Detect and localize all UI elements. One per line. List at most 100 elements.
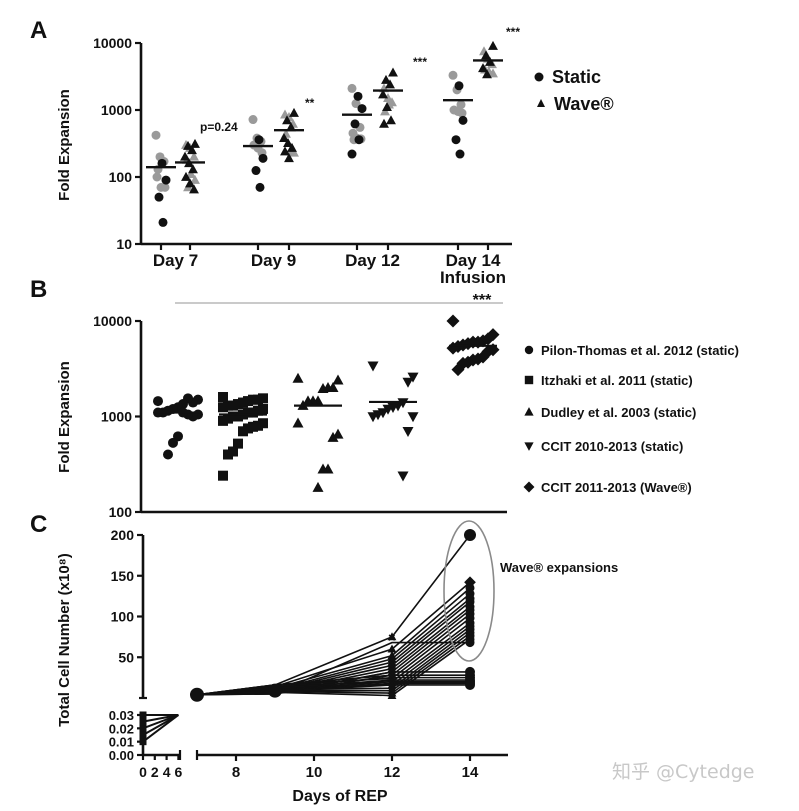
panel-b-point bbox=[168, 437, 178, 448]
wave-expansions-ellipse bbox=[443, 520, 495, 662]
panel-a-point-black bbox=[183, 140, 193, 150]
panel-b-point bbox=[312, 481, 324, 492]
panel-a: Fold Expansion 10 100 1000 10000 Day 7 Day 9… bbox=[56, 25, 614, 287]
panel-a-point-black bbox=[353, 91, 363, 101]
panel-a-point-gray bbox=[186, 169, 196, 179]
panel-a-point-black bbox=[482, 69, 492, 79]
panel-c-early-line bbox=[142, 714, 179, 730]
panel-b-point bbox=[317, 463, 329, 474]
panel-c-y-tick-label: 200 bbox=[111, 527, 135, 543]
panel-a-x-tick-label: Day 7 bbox=[153, 251, 198, 270]
panel-a-point-gray bbox=[456, 100, 466, 110]
panel-b-legend-label: Pilon-Thomas et al. 2012 (static) bbox=[541, 343, 739, 358]
annotation-b-sig: *** bbox=[473, 292, 492, 309]
panel-a-point-black bbox=[350, 119, 360, 129]
panel-c-lower-y-tick-label: 0.03 bbox=[109, 708, 134, 723]
panel-a-y-tick-label: 100 bbox=[109, 169, 133, 185]
panel-c-lower-y-tick-label: 0.00 bbox=[109, 748, 134, 763]
panel-a-y-tick-label: 1000 bbox=[101, 102, 132, 118]
panel-b-point bbox=[218, 392, 228, 403]
panel-a-point-gray bbox=[152, 172, 162, 182]
panel-a-point-black bbox=[289, 107, 299, 117]
panel-c-series-line bbox=[196, 534, 471, 696]
panel-b-point bbox=[367, 412, 379, 423]
panel-a-point-black bbox=[357, 104, 367, 114]
panel-a-point-black bbox=[379, 118, 389, 128]
panel-b-legend-marker bbox=[524, 375, 534, 385]
panel-c-point-day14-static bbox=[465, 679, 475, 690]
panel-b-point bbox=[238, 426, 248, 437]
panel-a-ylabel: Fold Expansion bbox=[56, 89, 73, 201]
panel-a-point-black bbox=[190, 138, 200, 148]
panel-c-point-day12 bbox=[387, 690, 397, 699]
panel-a-point-black bbox=[181, 171, 191, 181]
panel-a-point-gray bbox=[351, 99, 361, 109]
panel-a-point-gray bbox=[160, 182, 170, 192]
panel-c-lower-x-tick-label: 2 bbox=[151, 764, 159, 780]
panel-b-point bbox=[218, 415, 228, 426]
panel-c-y-tick-label: 100 bbox=[111, 609, 135, 625]
panel-c-x-marker: × bbox=[388, 630, 396, 645]
panel-c-early-line bbox=[142, 714, 179, 723]
panel-a-y-tick-label: 10 bbox=[116, 236, 132, 252]
panel-a-point-gray bbox=[189, 151, 199, 161]
panel-a-point-black bbox=[382, 102, 392, 112]
panel-a-point-gray bbox=[383, 93, 393, 103]
panel-c-x-tick-label: 8 bbox=[232, 764, 240, 781]
panel-c-x-tick-label: 14 bbox=[462, 764, 479, 781]
panel-b-ylabel: Fold Expansion bbox=[56, 361, 73, 473]
panel-c-lower-y-tick-label: 0.01 bbox=[109, 735, 134, 750]
panel-a-point-black bbox=[154, 192, 164, 202]
panel-c-series-line bbox=[196, 671, 470, 696]
panel-a-point-black bbox=[187, 145, 197, 155]
panel-a-y-tick-label: 10000 bbox=[93, 35, 132, 51]
panel-c-lower-x-tick-label: 0 bbox=[139, 764, 147, 780]
panel-a-point-gray bbox=[190, 174, 200, 184]
panel-c-early-point bbox=[139, 738, 147, 746]
panel-c-early-point bbox=[139, 718, 147, 726]
panel-b-point bbox=[317, 383, 329, 394]
panel-b-point bbox=[233, 438, 243, 449]
panel-a-point-black bbox=[188, 164, 198, 174]
panel-c-y-tick-label: 50 bbox=[118, 649, 134, 665]
panel-a-point-black bbox=[454, 81, 464, 91]
panel-a-point-gray bbox=[151, 130, 161, 140]
panel-b: *** Fold Expansion 100 1000 10000 Pilon-Th… bbox=[56, 292, 739, 520]
panel-b-point bbox=[446, 314, 460, 328]
panel-a-point-black bbox=[283, 137, 293, 147]
annotation-p-value: p=0.24 bbox=[200, 120, 238, 134]
panel-a-point-black bbox=[386, 115, 396, 125]
panel-c-series-line bbox=[196, 684, 470, 696]
panel-a-point-black bbox=[180, 151, 190, 161]
panel-b-point bbox=[397, 471, 409, 482]
panel-c-point-day12 bbox=[387, 632, 397, 641]
panel-label-a: A bbox=[30, 17, 47, 44]
panel-a-point-black bbox=[258, 153, 268, 163]
panel-a-point-black bbox=[488, 40, 498, 50]
panel-a-point-black bbox=[189, 184, 199, 194]
panel-a-point-black bbox=[347, 149, 357, 159]
panel-c-lower-y-tick-label: 0.02 bbox=[109, 721, 134, 736]
panel-b-point bbox=[397, 398, 409, 409]
panel-label-b: B bbox=[30, 276, 47, 303]
panel-a-point-black bbox=[478, 63, 488, 73]
panel-c-lower-x-tick-label: 6 bbox=[175, 764, 183, 780]
panel-c-x-tick-label: 10 bbox=[306, 764, 323, 781]
panel-b-point bbox=[402, 377, 414, 388]
panel-a-point-gray bbox=[347, 83, 357, 93]
panel-c-early-line bbox=[142, 714, 179, 736]
panel-b-legend-marker bbox=[524, 407, 534, 416]
panel-c: Total Cell Number (x10⁸) Days of REP 50 1… bbox=[56, 520, 618, 805]
panel-b-point bbox=[218, 402, 228, 413]
panel-a-point-black bbox=[381, 74, 391, 84]
panel-a-point-black bbox=[385, 79, 395, 89]
panel-a-point-black bbox=[451, 135, 461, 145]
annotation-day14-sig: *** bbox=[506, 25, 520, 39]
panel-b-y-tick-label: 100 bbox=[109, 504, 133, 520]
panel-c-point-day14-wave bbox=[464, 529, 476, 541]
annotation-wave-expansions: Wave® expansions bbox=[500, 560, 618, 575]
panel-c-point-day12 bbox=[387, 644, 397, 653]
panel-b-y-tick-label: 1000 bbox=[101, 409, 132, 425]
panel-a-point-black bbox=[481, 50, 491, 60]
legend-wave-label: Wave® bbox=[554, 94, 614, 114]
